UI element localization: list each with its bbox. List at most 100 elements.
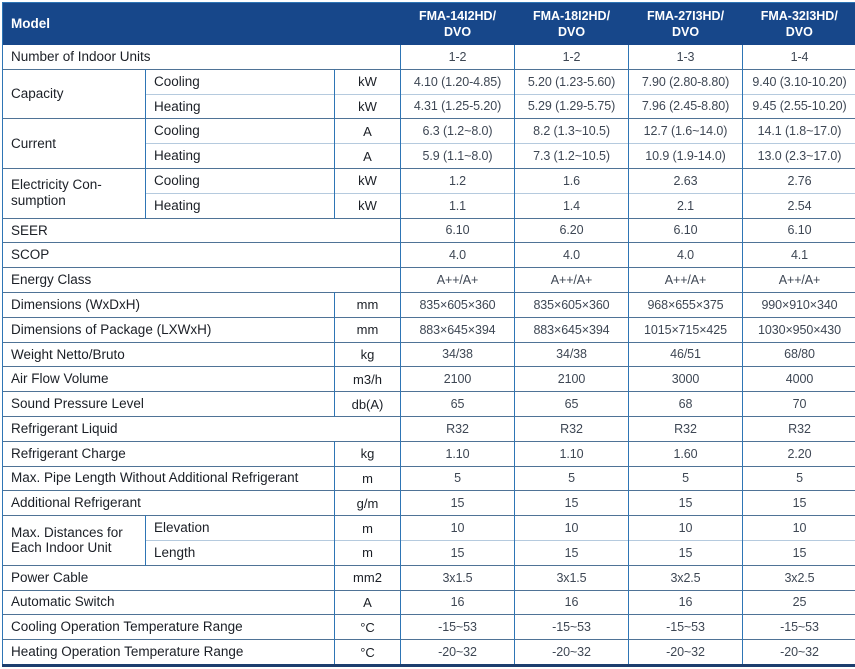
table-row: SCOP 4.0 4.0 4.0 4.1 — [3, 243, 855, 268]
cell-value: 65 — [401, 392, 515, 417]
row-label: Power Cable — [3, 565, 335, 590]
cell-value: 4.0 — [629, 243, 743, 268]
cell-value: 68/80 — [743, 342, 855, 367]
row-label: Dimensions (WxDxH) — [3, 292, 335, 317]
cell-value: 25 — [743, 590, 855, 615]
row-unit: A — [335, 119, 401, 144]
row-label: Capacity — [3, 69, 146, 119]
row-unit: kW — [335, 69, 401, 94]
cell-value: 3000 — [629, 367, 743, 392]
row-unit: kW — [335, 94, 401, 119]
cell-value: 1-3 — [629, 45, 743, 69]
cell-value: 2100 — [401, 367, 515, 392]
cell-value: 14.1 (1.8~17.0) — [743, 119, 855, 144]
cell-value: 2100 — [515, 367, 629, 392]
cell-value: 1.10 — [401, 441, 515, 466]
row-label: Electricity Con-sumption — [3, 168, 146, 218]
table-row: Cooling Operation Temperature Range °C -… — [3, 615, 855, 640]
cell-value: 1.6 — [515, 168, 629, 193]
cell-value: 7.96 (2.45-8.80) — [629, 94, 743, 119]
cell-value: 3x2.5 — [629, 565, 743, 590]
cell-value: 46/51 — [629, 342, 743, 367]
header-row: Model FMA-14I2HD/ DVO FMA-18I2HD/ DVO FM… — [3, 3, 855, 46]
row-label: Number of Indoor Units — [3, 45, 401, 69]
cell-value: 34/38 — [401, 342, 515, 367]
model-name-line1: FMA-27I3HD/ — [631, 8, 741, 24]
cell-value: 15 — [515, 491, 629, 516]
row-unit: m — [335, 466, 401, 491]
cell-value: 1-2 — [401, 45, 515, 69]
cell-value: R32 — [515, 416, 629, 441]
cell-value: 1015×715×425 — [629, 317, 743, 342]
row-unit: °C — [335, 615, 401, 640]
table-row: Energy Class A++/A+ A++/A+ A++/A+ A++/A+ — [3, 268, 855, 293]
cell-value: 15 — [743, 540, 855, 565]
cell-value: 6.3 (1.2~8.0) — [401, 119, 515, 144]
cell-value: R32 — [629, 416, 743, 441]
cell-value: 883×645×394 — [401, 317, 515, 342]
cell-value: 2.1 — [629, 193, 743, 218]
cell-value: 4.1 — [743, 243, 855, 268]
cell-value: 10.9 (1.9-14.0) — [629, 144, 743, 169]
cell-value: 16 — [515, 590, 629, 615]
row-sublabel: Cooling — [146, 69, 335, 94]
cell-value: 12.7 (1.6~14.0) — [629, 119, 743, 144]
cell-value: A++/A+ — [401, 268, 515, 293]
cell-value: 2.20 — [743, 441, 855, 466]
row-unit: kW — [335, 168, 401, 193]
cell-value: 10 — [629, 516, 743, 541]
cell-value: 10 — [401, 516, 515, 541]
cell-value: 8.2 (1.3~10.5) — [515, 119, 629, 144]
row-unit: m — [335, 540, 401, 565]
row-sublabel: Heating — [146, 193, 335, 218]
cell-value: 5 — [743, 466, 855, 491]
cell-value: A++/A+ — [515, 268, 629, 293]
cell-value: 835×605×360 — [515, 292, 629, 317]
cell-value: 5 — [515, 466, 629, 491]
table-row: Weight Netto/Bruto kg 34/38 34/38 46/51 … — [3, 342, 855, 367]
cell-value: 15 — [743, 491, 855, 516]
row-unit: m — [335, 516, 401, 541]
cell-value: -20~32 — [515, 640, 629, 666]
row-unit: m3/h — [335, 367, 401, 392]
cell-value: 5.29 (1.29-5.75) — [515, 94, 629, 119]
row-label: Dimensions of Package (LXWxH) — [3, 317, 335, 342]
cell-value: 16 — [401, 590, 515, 615]
table-row: Max. Distances for Each Indoor Unit Elev… — [3, 516, 855, 541]
cell-value: 15 — [629, 540, 743, 565]
cell-value: 15 — [629, 491, 743, 516]
column-header-model: Model — [3, 3, 401, 46]
table-row: Dimensions (WxDxH) mm 835×605×360 835×60… — [3, 292, 855, 317]
row-label: Additional Refrigerant — [3, 491, 335, 516]
cell-value: R32 — [401, 416, 515, 441]
cell-value: 15 — [401, 491, 515, 516]
cell-value: 835×605×360 — [401, 292, 515, 317]
cell-value: 2.54 — [743, 193, 855, 218]
column-header-fma-18i2hd-dvo: FMA-18I2HD/ DVO — [515, 3, 629, 46]
row-label: Refrigerant Charge — [3, 441, 335, 466]
row-sublabel: Heating — [146, 94, 335, 119]
cell-value: 7.3 (1.2~10.5) — [515, 144, 629, 169]
column-header-fma-14i2hd-dvo: FMA-14I2HD/ DVO — [401, 3, 515, 46]
row-unit: db(A) — [335, 392, 401, 417]
row-label: Weight Netto/Bruto — [3, 342, 335, 367]
table-row: Air Flow Volume m3/h 2100 2100 3000 4000 — [3, 367, 855, 392]
cell-value: 6.10 — [629, 218, 743, 243]
row-sublabel: Cooling — [146, 119, 335, 144]
table-row: Heating Operation Temperature Range °C -… — [3, 640, 855, 666]
row-label: Refrigerant Liquid — [3, 416, 401, 441]
cell-value: 6.10 — [401, 218, 515, 243]
cell-value: 6.20 — [515, 218, 629, 243]
cell-value: 5 — [629, 466, 743, 491]
cell-value: 1-2 — [515, 45, 629, 69]
cell-value: 65 — [515, 392, 629, 417]
column-header-fma-27i3hd-dvo: FMA-27I3HD/ DVO — [629, 3, 743, 46]
cell-value: -20~32 — [629, 640, 743, 666]
cell-value: 10 — [743, 516, 855, 541]
cell-value: 1-4 — [743, 45, 855, 69]
cell-value: -20~32 — [401, 640, 515, 666]
cell-value: -15~53 — [401, 615, 515, 640]
cell-value: 3x1.5 — [401, 565, 515, 590]
cell-value: 5.20 (1.23-5.60) — [515, 69, 629, 94]
table-row: Sound Pressure Level db(A) 65 65 68 70 — [3, 392, 855, 417]
